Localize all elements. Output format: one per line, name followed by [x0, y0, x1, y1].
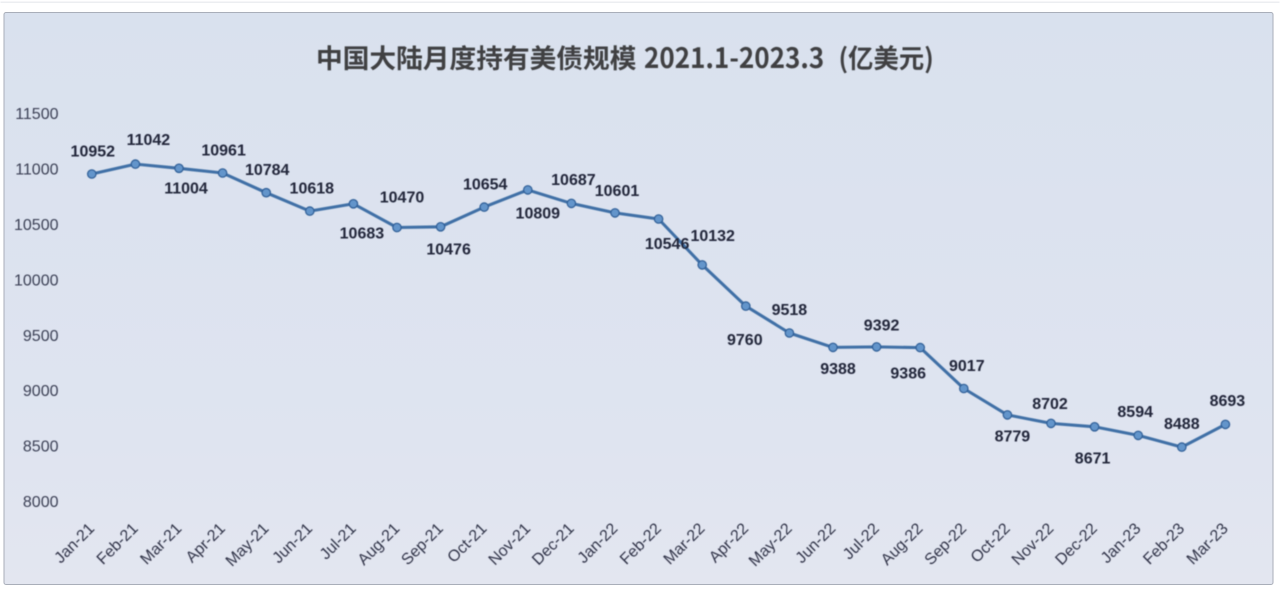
svg-text:9518: 9518	[772, 302, 808, 319]
svg-text:11042: 11042	[127, 132, 171, 149]
svg-text:8000: 8000	[23, 494, 59, 511]
svg-text:9017: 9017	[949, 358, 985, 375]
svg-text:10952: 10952	[71, 143, 116, 160]
svg-text:8693: 8693	[1210, 393, 1246, 410]
svg-text:10654: 10654	[463, 176, 508, 193]
svg-text:10500: 10500	[14, 217, 59, 234]
svg-text:10000: 10000	[14, 272, 59, 289]
svg-text:9500: 9500	[23, 328, 59, 345]
svg-text:9386: 9386	[890, 365, 926, 382]
svg-text:8488: 8488	[1164, 416, 1200, 433]
svg-text:10546: 10546	[645, 236, 690, 253]
svg-text:10683: 10683	[340, 225, 385, 242]
svg-text:11000: 11000	[15, 162, 58, 179]
svg-text:10618: 10618	[290, 181, 335, 198]
svg-text:8702: 8702	[1032, 396, 1068, 413]
svg-text:10476: 10476	[426, 242, 471, 259]
svg-text:10601: 10601	[595, 183, 640, 200]
svg-text:10961: 10961	[201, 142, 246, 159]
svg-text:8594: 8594	[1117, 404, 1153, 421]
svg-text:9000: 9000	[23, 383, 59, 400]
svg-text:11004: 11004	[164, 181, 208, 198]
svg-text:11500: 11500	[15, 106, 58, 123]
svg-text:8671: 8671	[1075, 451, 1111, 468]
svg-text:9760: 9760	[727, 332, 763, 349]
svg-text:8500: 8500	[23, 439, 59, 456]
svg-text:8779: 8779	[995, 429, 1031, 446]
svg-text:10470: 10470	[380, 189, 425, 206]
svg-text:10687: 10687	[551, 172, 596, 189]
svg-text:9392: 9392	[864, 318, 900, 335]
svg-text:10809: 10809	[516, 206, 561, 223]
svg-text:9388: 9388	[820, 361, 856, 378]
svg-text:10784: 10784	[245, 162, 290, 179]
svg-text:10132: 10132	[690, 228, 735, 245]
